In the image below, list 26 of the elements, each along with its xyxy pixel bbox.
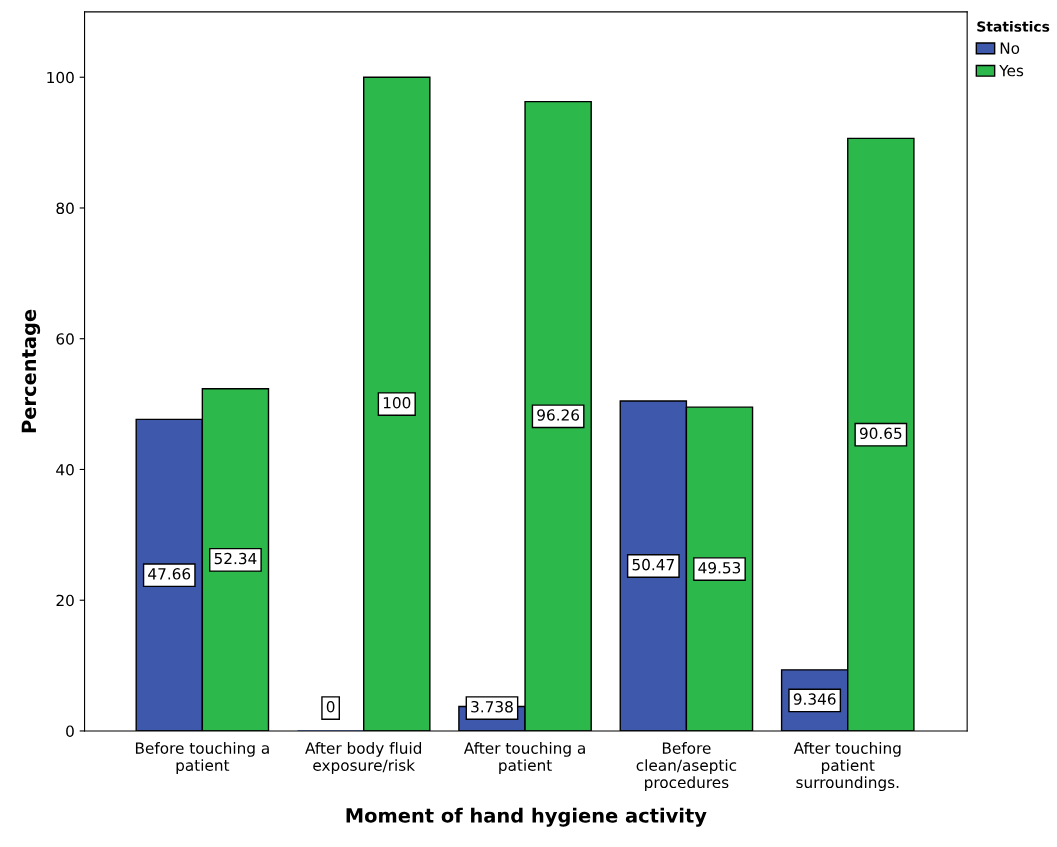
- y-tick-label: 60: [56, 333, 74, 345]
- y-tick-label: 80: [56, 202, 74, 214]
- data-label: 47.66: [148, 568, 191, 580]
- data-label: 49.53: [698, 561, 741, 574]
- data-label: 3.738: [471, 700, 513, 713]
- x-tick-label: After touching a patient: [463, 742, 585, 774]
- x-axis-title: Moment of hand hygiene activity: [346, 807, 707, 827]
- legend-label: No: [1000, 42, 1020, 54]
- x-tick-label: Before touching a patient: [135, 742, 269, 774]
- y-tick-label: 100: [47, 71, 74, 84]
- x-tick-label: After touching patient surroundings.: [793, 742, 901, 792]
- data-label: 9.346: [793, 693, 836, 705]
- y-tick-label: 20: [56, 594, 74, 607]
- y-tick-label: 40: [56, 463, 74, 476]
- data-label: 100: [383, 396, 411, 409]
- data-label: 96.26: [537, 409, 580, 421]
- data-label: 90.65: [859, 427, 902, 440]
- data-label: 0: [326, 700, 335, 713]
- data-label: 52.34: [214, 552, 257, 565]
- x-tick-label: After body fluid exposure/risk: [305, 742, 422, 774]
- y-axis-title: Percentage: [21, 309, 41, 433]
- legend-title: Statistics: [977, 21, 1050, 32]
- x-tick-label: Before clean/aseptic procedures: [636, 742, 737, 792]
- data-label: 50.47: [632, 558, 674, 571]
- legend-label: Yes: [999, 65, 1024, 77]
- y-tick-label: 0: [66, 725, 74, 737]
